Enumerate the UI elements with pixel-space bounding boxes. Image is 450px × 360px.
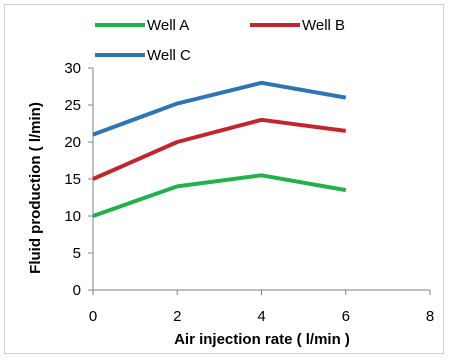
x-tick-label: 0 <box>89 308 97 325</box>
x-tick-label: 4 <box>257 308 265 325</box>
series-line-well-b <box>92 117 347 181</box>
series-lines <box>92 80 347 218</box>
y-tick-label: 5 <box>73 245 81 262</box>
axes <box>92 68 430 291</box>
y-tick-label: 15 <box>64 171 81 188</box>
y-tick-label: 20 <box>64 134 81 151</box>
y-tick-label: 30 <box>64 60 81 77</box>
series-line-well-c <box>92 80 347 137</box>
legend-label: Well B <box>302 17 345 34</box>
legend: Well A Well B Well C <box>95 17 345 64</box>
legend-label: Well C <box>147 47 191 64</box>
x-ticks: 0 2 4 6 8 <box>89 290 434 325</box>
y-tick-label: 25 <box>64 97 81 114</box>
series-line-well-a <box>92 173 347 218</box>
x-tick-label: 2 <box>173 308 181 325</box>
y-tick-label: 10 <box>64 208 81 225</box>
y-axis-title: Fluid production ( l/min) <box>27 102 44 274</box>
x-axis-title: Air injection rate ( l/min ) <box>174 331 350 348</box>
legend-label: Well A <box>147 17 189 34</box>
x-tick-label: 8 <box>426 308 434 325</box>
x-tick-label: 6 <box>342 308 350 325</box>
y-ticks: 0 5 10 15 20 25 30 <box>64 60 93 299</box>
y-tick-label: 0 <box>73 282 81 299</box>
